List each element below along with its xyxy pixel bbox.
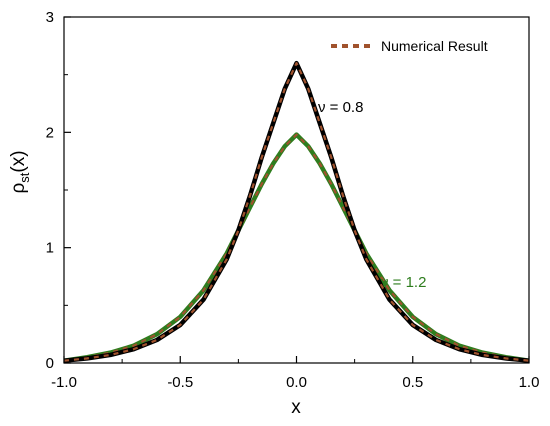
legend-label: Numerical Result	[381, 38, 488, 54]
series-layer	[63, 60, 530, 363]
plot-frame	[63, 16, 530, 364]
y-axis-title-subscript: st	[17, 172, 32, 183]
x-tick-label: 0.0	[286, 374, 307, 391]
y-axis-title-symbol: ρ	[8, 183, 29, 194]
x-axis: -1.0 -0.5 0.0 0.5 1.0	[51, 356, 539, 391]
y-tick-label: 2	[46, 124, 54, 141]
y-axis: 0 1 2 3	[46, 9, 71, 372]
x-tick-label: -0.5	[167, 374, 193, 391]
series-1-line	[63, 132, 530, 363]
annotation-nu-0-8: ν = 0.8	[318, 99, 363, 116]
y-tick-label: 3	[46, 9, 54, 26]
y-tick-label: 0	[46, 355, 54, 372]
series-1-numerical-dashed	[63, 133, 530, 362]
y-axis-title-argument: (x)	[8, 150, 29, 172]
x-tick-label: 0.5	[402, 374, 423, 391]
x-tick-label: 1.0	[519, 374, 540, 391]
series-0-line	[63, 60, 530, 363]
x-tick-label: -1.0	[51, 374, 77, 391]
y-tick-label: 1	[46, 240, 54, 257]
x-axis-title: x	[291, 397, 301, 418]
legend: Numerical Result	[331, 38, 488, 54]
annotation-nu-1-2: ν = 1.2	[381, 274, 426, 291]
y-axis-title: ρst(x)	[8, 150, 32, 193]
series-0-numerical-dashed	[63, 62, 530, 362]
